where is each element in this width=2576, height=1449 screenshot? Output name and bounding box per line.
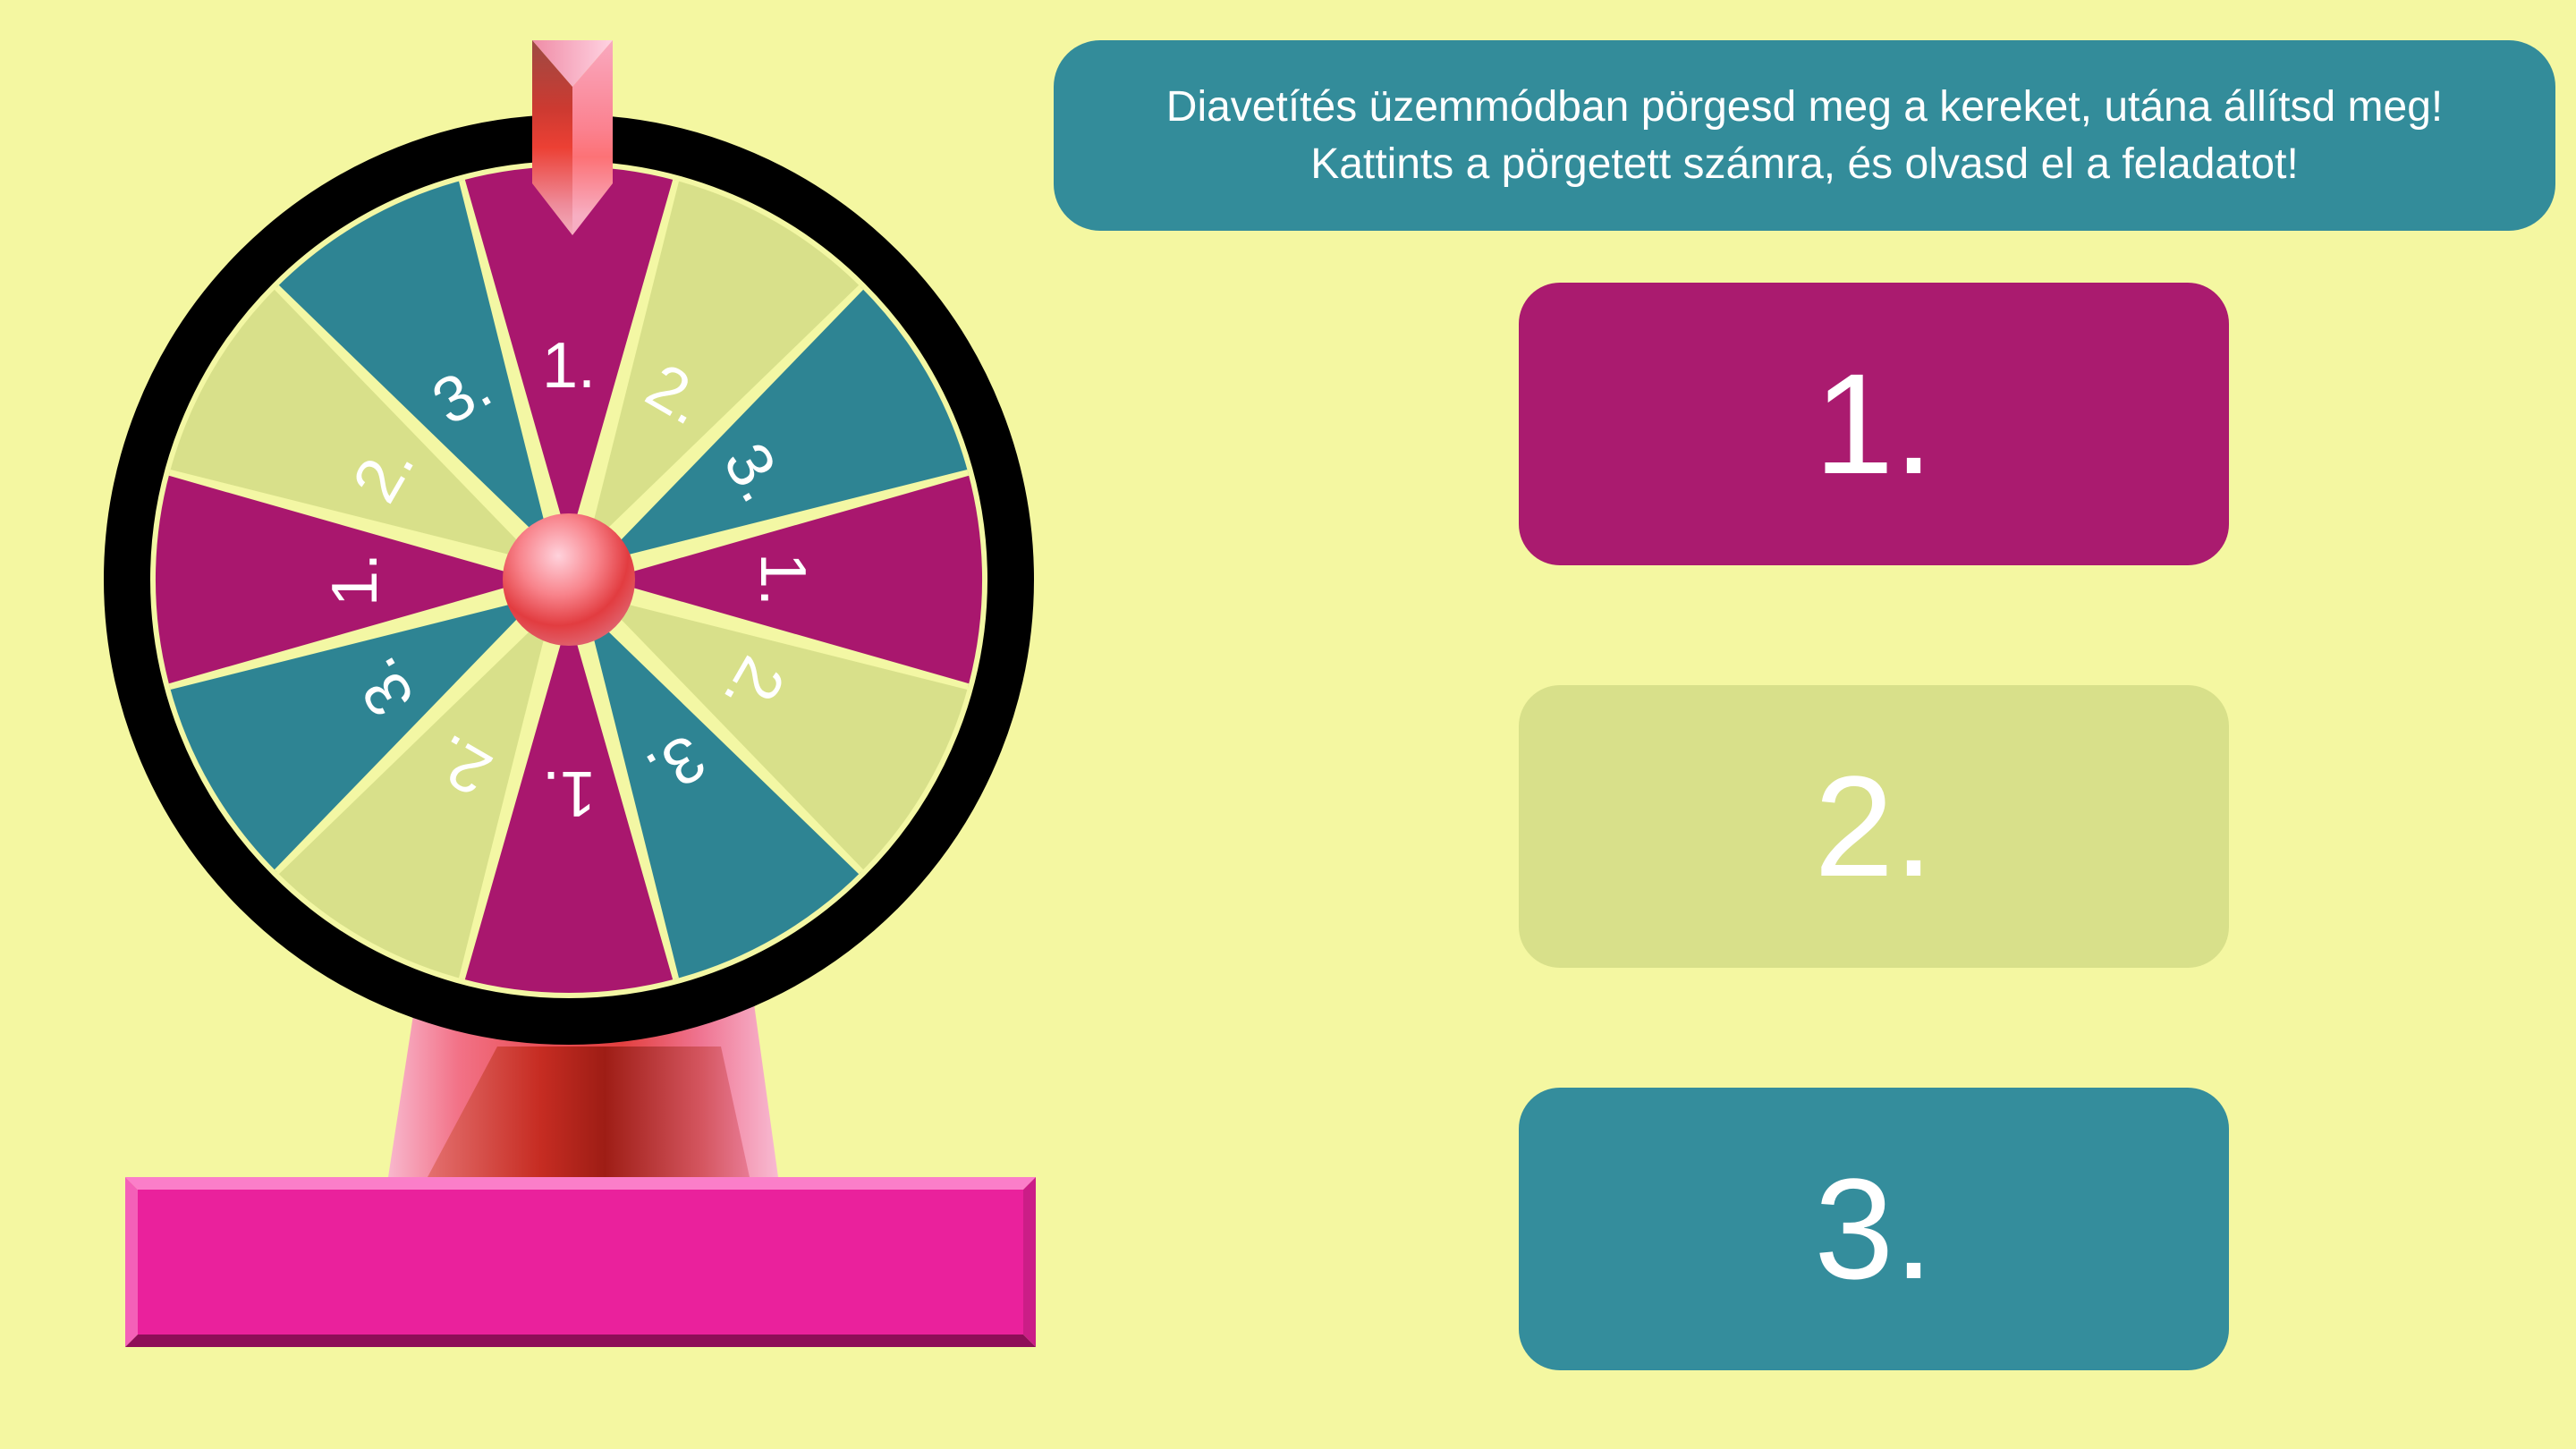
wheel-separators bbox=[168, 179, 970, 980]
base-bevel-bottom bbox=[125, 1335, 1036, 1347]
wheel-segment[interactable] bbox=[169, 580, 569, 872]
wheel-segment[interactable] bbox=[276, 180, 569, 580]
wheel-segment[interactable] bbox=[569, 472, 983, 687]
wheel-hub bbox=[503, 513, 635, 646]
wheel-separator bbox=[168, 570, 572, 690]
stand-inner-facet bbox=[428, 1046, 750, 1177]
wheel-separator bbox=[274, 572, 576, 875]
wheel-segments bbox=[155, 165, 983, 994]
wheel-segment-label: 1. bbox=[542, 758, 596, 829]
wheel-separator bbox=[562, 284, 864, 587]
wheel-separator bbox=[459, 577, 579, 980]
wheel-separator bbox=[459, 179, 579, 582]
wheel-segment[interactable] bbox=[462, 165, 676, 580]
wheel-stand bbox=[388, 1004, 778, 1177]
answer-button-3-label: 3. bbox=[1814, 1148, 1934, 1309]
wheel-separator bbox=[562, 572, 864, 875]
instruction-line-2: Kattints a pörgetett számra, és olvasd e… bbox=[1310, 140, 2299, 188]
wheel-segment-label: 1. bbox=[747, 553, 818, 606]
wheel-separator bbox=[168, 470, 572, 589]
pointer-top-facet bbox=[532, 40, 613, 87]
wheel-segment[interactable] bbox=[169, 287, 569, 580]
wheel-segment[interactable] bbox=[569, 287, 969, 580]
instruction-banner: Diavetítés üzemmódban pörgesd meg a kere… bbox=[1054, 40, 2555, 231]
pointer-icon bbox=[532, 40, 613, 235]
spinner-wheel[interactable]: 1. 2. 3. 1. 2. 3. 1. 2. 3. 1. 2. 3. bbox=[104, 114, 1034, 1045]
wheel-separator bbox=[559, 179, 679, 582]
answer-button-1-label: 1. bbox=[1814, 343, 1934, 504]
wheel-separator bbox=[566, 570, 970, 690]
wheel-segment[interactable] bbox=[276, 580, 569, 979]
base-bevel-top bbox=[125, 1177, 1036, 1190]
answer-button-2-label: 2. bbox=[1814, 746, 1934, 906]
answer-button-1[interactable]: 1. bbox=[1519, 283, 2229, 565]
wheel-segment[interactable] bbox=[569, 580, 861, 979]
base-bevel-left bbox=[125, 1177, 138, 1347]
answer-button-3[interactable]: 3. bbox=[1519, 1088, 2229, 1370]
wheel-separator bbox=[566, 470, 970, 589]
instruction-line-1: Diavetítés üzemmódban pörgesd meg a kere… bbox=[1165, 82, 2444, 131]
wheel-separator bbox=[559, 577, 679, 980]
wheel-segment[interactable] bbox=[569, 180, 861, 580]
wheel-segment[interactable] bbox=[462, 580, 676, 994]
pointer-right-facet bbox=[572, 40, 613, 235]
base-front bbox=[138, 1190, 1023, 1335]
wheel-base bbox=[125, 1177, 1036, 1347]
wheel-segment-label: 1. bbox=[542, 330, 596, 402]
wheel-segment[interactable] bbox=[569, 580, 969, 872]
pointer-left-facet bbox=[532, 40, 572, 235]
base-bevel-right bbox=[1023, 1177, 1036, 1347]
wheel-segment[interactable] bbox=[155, 472, 569, 687]
wheel-segment-label: 1. bbox=[319, 553, 391, 606]
wheel-separator bbox=[274, 284, 576, 587]
answer-button-2[interactable]: 2. bbox=[1519, 685, 2229, 968]
